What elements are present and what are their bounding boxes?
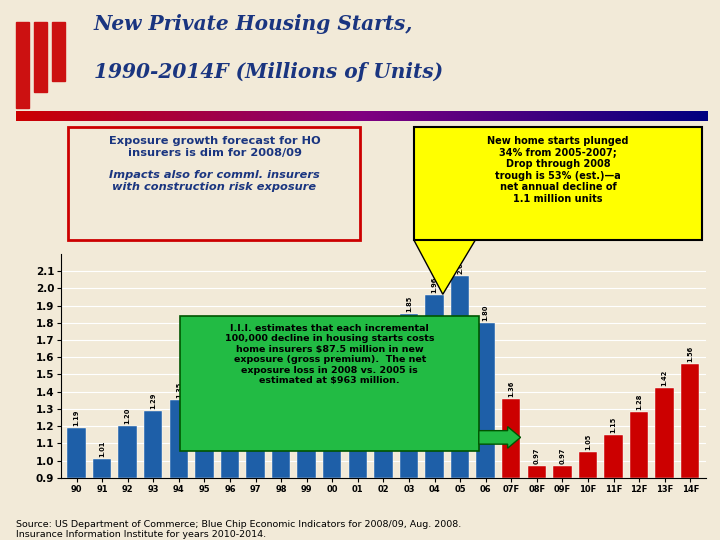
Text: 1.64: 1.64 <box>304 332 310 348</box>
Bar <box>246 380 265 478</box>
Text: 1.85: 1.85 <box>406 296 412 312</box>
Text: 1.29: 1.29 <box>150 392 156 409</box>
Text: 1.47: 1.47 <box>253 361 258 377</box>
Text: 1.19: 1.19 <box>73 409 79 426</box>
Bar <box>119 426 137 478</box>
Text: 1990-2014F (Millions of Units): 1990-2014F (Millions of Units) <box>94 62 443 82</box>
Text: 1.46: 1.46 <box>202 363 207 379</box>
Bar <box>681 364 699 478</box>
Text: 1.57: 1.57 <box>329 344 336 360</box>
Text: 2.07: 2.07 <box>457 258 463 274</box>
Bar <box>374 338 392 478</box>
Bar <box>68 428 86 478</box>
Bar <box>604 435 623 478</box>
Bar <box>195 381 214 478</box>
Bar <box>528 466 546 478</box>
Text: 1.28: 1.28 <box>636 394 642 410</box>
Bar <box>502 399 521 478</box>
Bar <box>477 323 495 478</box>
Text: 1.60: 1.60 <box>355 339 361 355</box>
Bar <box>297 350 316 478</box>
Bar <box>221 378 239 478</box>
Bar <box>579 452 597 478</box>
Text: 1.36: 1.36 <box>508 380 514 396</box>
Bar <box>451 276 469 478</box>
Text: Exposure growth forecast for HO
insurers is dim for 2008/09: Exposure growth forecast for HO insurers… <box>109 136 320 158</box>
Text: Source: US Department of Commerce; Blue Chip Economic Indicators for 2008/09, Au: Source: US Department of Commerce; Blue … <box>16 519 461 539</box>
Text: New home starts plunged
34% from 2005-2007;
Drop through 2008
trough is 53% (est: New home starts plunged 34% from 2005-20… <box>487 136 629 204</box>
Bar <box>170 400 188 478</box>
Bar <box>400 314 418 478</box>
Text: 1.05: 1.05 <box>585 434 591 450</box>
Text: 1.01: 1.01 <box>99 441 105 457</box>
Bar <box>630 413 648 478</box>
Text: I.I.I. estimates that each incremental
100,000 decline in housing starts costs
h: I.I.I. estimates that each incremental 1… <box>225 324 434 385</box>
Bar <box>144 411 163 478</box>
Bar <box>348 357 367 478</box>
Text: 1.80: 1.80 <box>482 305 489 321</box>
Text: 0.97: 0.97 <box>534 447 540 464</box>
Text: 1.96: 1.96 <box>431 276 438 293</box>
Bar <box>323 362 341 478</box>
Text: 1.35: 1.35 <box>176 382 182 399</box>
Bar <box>553 466 572 478</box>
Text: 1.20: 1.20 <box>125 408 131 424</box>
Text: 1.15: 1.15 <box>611 416 616 433</box>
Text: 1.62: 1.62 <box>278 335 284 352</box>
Text: 1.48: 1.48 <box>227 360 233 376</box>
Bar <box>655 388 674 478</box>
Bar <box>272 354 290 478</box>
Bar <box>93 459 112 478</box>
Text: New Private Housing Starts,: New Private Housing Starts, <box>94 14 413 33</box>
Text: 1.56: 1.56 <box>688 346 693 362</box>
Bar <box>426 295 444 478</box>
Text: 0.97: 0.97 <box>559 447 565 464</box>
Text: 1.71: 1.71 <box>380 320 387 336</box>
Text: Impacts also for comml. insurers
with construction risk exposure: Impacts also for comml. insurers with co… <box>109 170 320 192</box>
Text: 1.42: 1.42 <box>662 370 667 386</box>
